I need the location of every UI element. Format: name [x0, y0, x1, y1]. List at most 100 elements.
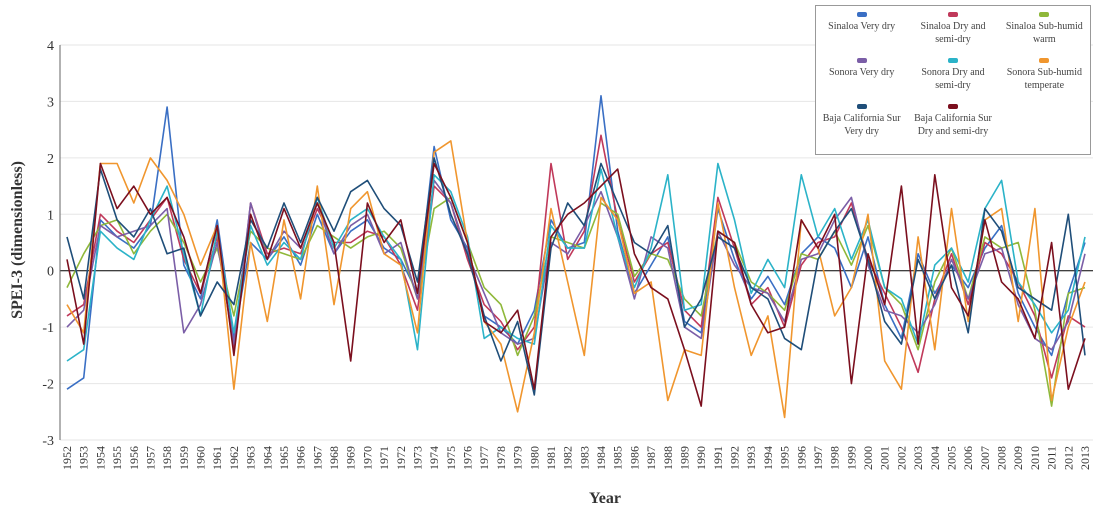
- x-tick-label: 2003: [911, 446, 925, 470]
- y-tick-label: -2: [42, 378, 54, 393]
- series-line: [66, 162, 1086, 407]
- legend-entry: Sonora Very dry: [816, 58, 907, 104]
- y-tick-label: 1: [47, 208, 54, 223]
- x-tick-label: 1978: [494, 446, 508, 470]
- x-tick-label: 1999: [844, 446, 858, 470]
- x-tick-label: 1966: [294, 446, 308, 470]
- x-tick-label: 1994: [761, 446, 775, 470]
- x-tick-label: 1976: [461, 446, 475, 470]
- legend-label: Sinaloa Sub-humid warm: [1005, 21, 1083, 45]
- x-tick-label: 2009: [1011, 446, 1025, 470]
- y-tick-label: 2: [47, 152, 54, 167]
- legend-label: Baja California Sur Very dry: [822, 113, 901, 137]
- legend-label: Sinaloa Very dry: [828, 21, 896, 32]
- x-tick-label: 1993: [744, 446, 758, 470]
- x-tick-label: 1958: [160, 446, 174, 470]
- x-tick-label: 1962: [227, 446, 241, 470]
- legend: Sinaloa Very dry Sinaloa Dry and semi-dry…: [815, 5, 1091, 155]
- legend-swatch: [947, 58, 958, 63]
- x-tick-label: 1981: [544, 446, 558, 470]
- x-tick-label: 1989: [677, 446, 691, 470]
- y-tick-label: -3: [42, 434, 54, 449]
- x-tick-label: 2004: [928, 446, 942, 470]
- series-line: [66, 162, 1086, 362]
- x-tick-label: 1973: [410, 446, 424, 470]
- x-tick-label: 2007: [978, 446, 992, 470]
- legend-entry: Sonora Dry and semi-dry: [907, 58, 998, 104]
- x-tick-label: 1967: [310, 446, 324, 470]
- x-tick-label: 1987: [644, 446, 658, 470]
- y-tick-label: -1: [42, 321, 54, 336]
- x-tick-label: 1974: [427, 446, 441, 470]
- x-tick-label: 1986: [627, 446, 641, 470]
- legend-label: Sonora Dry and semi-dry: [921, 67, 985, 91]
- legend-label: Sinaloa Dry and semi-dry: [920, 21, 986, 45]
- x-tick-label: 2001: [878, 446, 892, 470]
- x-tick-label: 1975: [444, 446, 458, 470]
- x-tick-label: 1959: [177, 446, 191, 470]
- legend-swatch: [856, 12, 867, 17]
- x-tick-label: 1964: [260, 446, 274, 470]
- series-line: [66, 179, 1086, 351]
- x-tick-label: 1963: [244, 446, 258, 470]
- x-tick-label: 2010: [1028, 446, 1042, 470]
- x-tick-label: 2008: [995, 446, 1009, 470]
- legend-label: Baja California Sur Dry and semi-dry: [914, 113, 992, 137]
- legend-entry: Sinaloa Sub-humid warm: [999, 12, 1090, 58]
- x-tick-label: 1984: [594, 446, 608, 470]
- legend-entry: Sinaloa Dry and semi-dry: [907, 12, 998, 58]
- legend-swatch: [947, 104, 958, 109]
- legend-swatch: [856, 104, 867, 109]
- y-tick-label: 3: [47, 95, 54, 110]
- x-tick-label: 2000: [861, 446, 875, 470]
- series-line: [66, 140, 1086, 419]
- x-tick-label: 1957: [143, 446, 157, 470]
- x-tick-label: 1960: [194, 446, 208, 470]
- legend-entry: Baja California Sur Dry and semi-dry: [907, 104, 998, 150]
- x-tick-label: 1985: [611, 446, 625, 470]
- x-tick-label: 2013: [1078, 446, 1092, 470]
- legend-label: Sonora Sub-humid temperate: [1006, 67, 1082, 91]
- x-tick-label: 1990: [694, 446, 708, 470]
- x-tick-label: 1980: [527, 446, 541, 470]
- x-tick-label: 1970: [360, 446, 374, 470]
- x-tick-label: 1996: [794, 446, 808, 470]
- legend-entry: Sonora Sub-humid temperate: [999, 58, 1090, 104]
- y-tick-label: 4: [47, 39, 54, 54]
- x-tick-label: 2011: [1045, 446, 1059, 470]
- x-tick-label: 1977: [477, 446, 491, 470]
- x-tick-label: 1995: [778, 446, 792, 470]
- series-line: [66, 196, 1086, 407]
- x-tick-label: 1982: [561, 446, 575, 470]
- x-tick-label: 1992: [728, 446, 742, 470]
- legend-swatch: [856, 58, 867, 63]
- x-tick-label: 1953: [77, 446, 91, 470]
- x-tick-label: 1965: [277, 446, 291, 470]
- legend-label: Sonora Very dry: [828, 67, 895, 78]
- x-tick-label: 2012: [1061, 446, 1075, 470]
- series-line: [66, 157, 1086, 396]
- y-axis-label: SPEI-3 (dimensionless): [9, 161, 26, 319]
- x-tick-label: 1968: [327, 446, 341, 470]
- x-tick-label: 1955: [110, 446, 124, 470]
- legend-entry: Baja California Sur Very dry: [816, 104, 907, 150]
- x-tick-label: 1997: [811, 446, 825, 470]
- x-tick-label: 2005: [944, 446, 958, 470]
- legend-swatch: [1039, 58, 1050, 63]
- x-tick-label: 1952: [60, 446, 74, 470]
- x-tick-label: 1969: [344, 446, 358, 470]
- x-tick-label: 1971: [377, 446, 391, 470]
- x-tick-label: 1998: [828, 446, 842, 470]
- x-tick-label: 1954: [93, 446, 107, 470]
- x-tick-label: 1956: [127, 446, 141, 470]
- legend-entry: Sinaloa Very dry: [816, 12, 907, 58]
- x-tick-label: 2006: [961, 446, 975, 470]
- y-tick-label: 0: [47, 265, 54, 280]
- legend-swatch: [947, 12, 958, 17]
- x-tick-label: 1972: [394, 446, 408, 470]
- x-tick-label: 1988: [661, 446, 675, 470]
- x-tick-label: 2002: [894, 446, 908, 470]
- legend-swatch: [1039, 12, 1050, 17]
- x-tick-label: 1979: [511, 446, 525, 470]
